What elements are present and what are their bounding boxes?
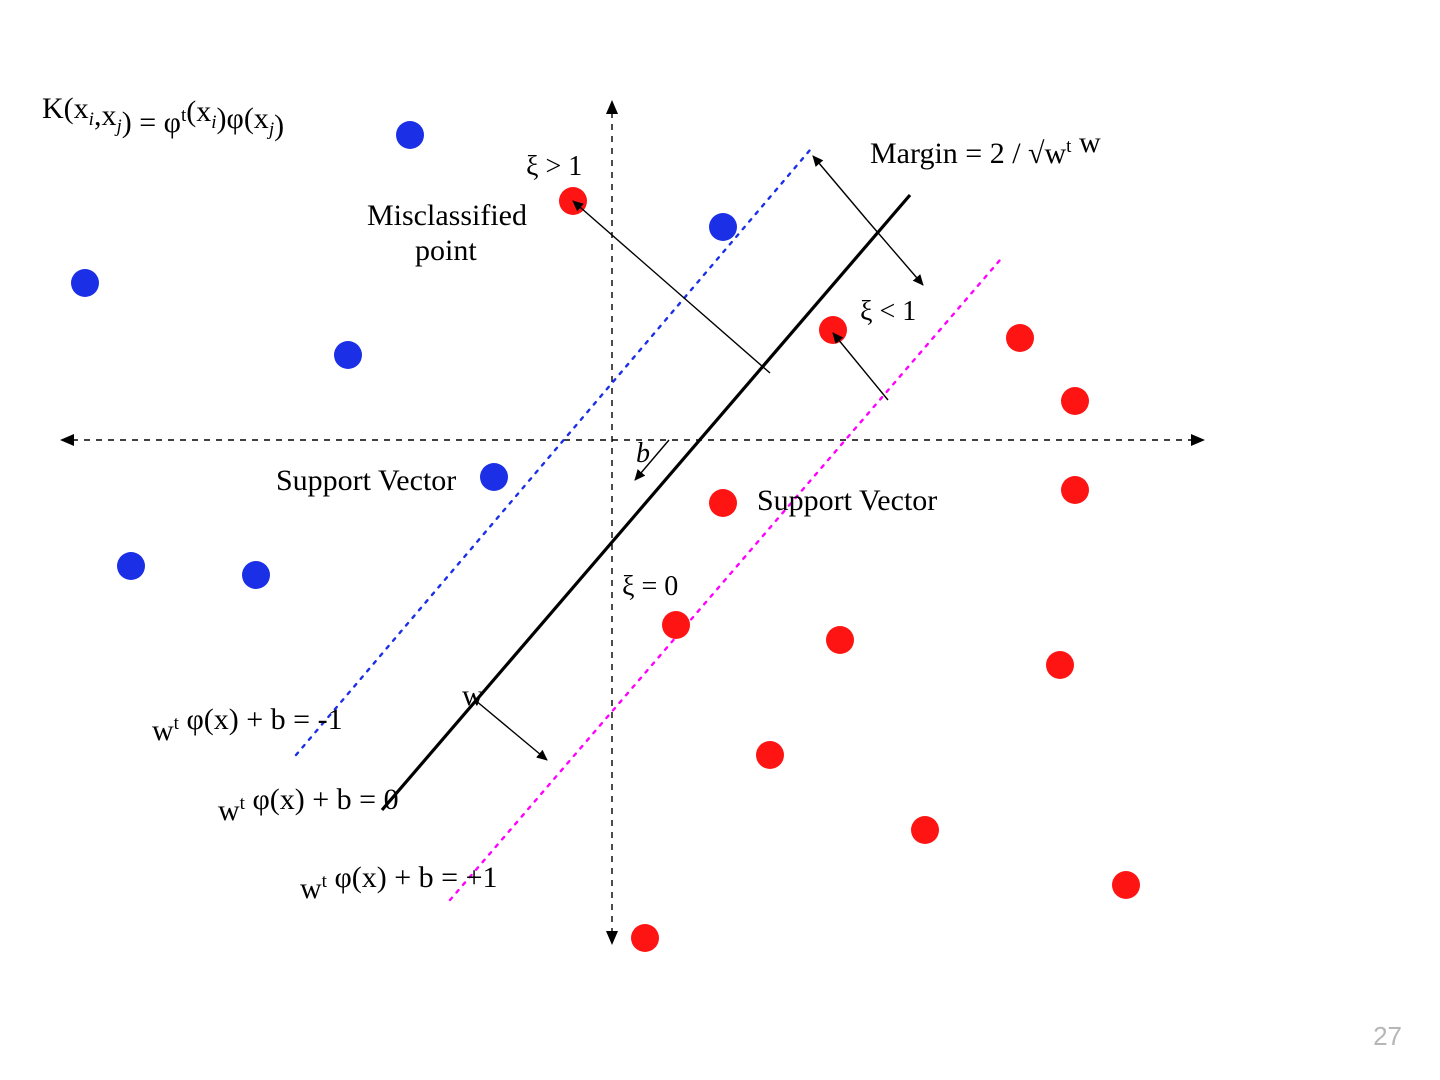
label-xi_lt1: ξ < 1	[860, 296, 916, 327]
label-sv_right: Support Vector	[757, 484, 937, 517]
red-point	[1006, 324, 1034, 352]
label-sv_left: Support Vector	[276, 464, 456, 497]
label-kernel: K(xi,xj) = φt(xi)φ(xj)	[42, 92, 284, 142]
red-point	[1046, 651, 1074, 679]
label-miscls2: point	[415, 234, 477, 267]
negative-margin-line	[296, 150, 810, 755]
blue-point	[396, 121, 424, 149]
blue-point	[334, 341, 362, 369]
w-vector-arrow	[475, 700, 547, 760]
blue-point	[709, 213, 737, 241]
blue-point	[117, 552, 145, 580]
label-margin: Margin = 2 / √wt w	[870, 126, 1101, 170]
blue-point	[242, 561, 270, 589]
svm-diagram: K(xi,xj) = φt(xi)φ(xj) ξ > 1 Misclassified…	[0, 0, 1440, 1080]
label-w: w	[462, 679, 484, 712]
red-point	[709, 489, 737, 517]
label-line_neg: wt φ(x) + b = -1	[152, 703, 343, 747]
blue-point	[71, 269, 99, 297]
red-point	[911, 816, 939, 844]
margin-arrow-left	[813, 156, 867, 220]
label-line_pos: wt φ(x) + b = +1	[300, 861, 498, 905]
page-number: 27	[1373, 1021, 1402, 1052]
red-point	[1112, 871, 1140, 899]
positive-margin-line	[450, 260, 1000, 900]
red-point	[826, 626, 854, 654]
label-miscls1: Misclassified	[367, 199, 527, 232]
red-point	[1061, 476, 1089, 504]
margin-arrow-right	[867, 220, 923, 285]
label-line_zero: wt φ(x) + b = 0	[218, 783, 399, 827]
red-point	[631, 924, 659, 952]
misclassified-arrow	[573, 201, 770, 373]
blue-point	[480, 463, 508, 491]
red-point	[1061, 387, 1089, 415]
label-b: b	[636, 438, 650, 469]
red-point	[662, 611, 690, 639]
red-point	[819, 316, 847, 344]
xi-lt1-arrow	[833, 333, 888, 400]
label-xi_eq0: ξ = 0	[622, 571, 678, 602]
label-xi_gt1: ξ > 1	[526, 151, 582, 182]
red-point	[756, 741, 784, 769]
